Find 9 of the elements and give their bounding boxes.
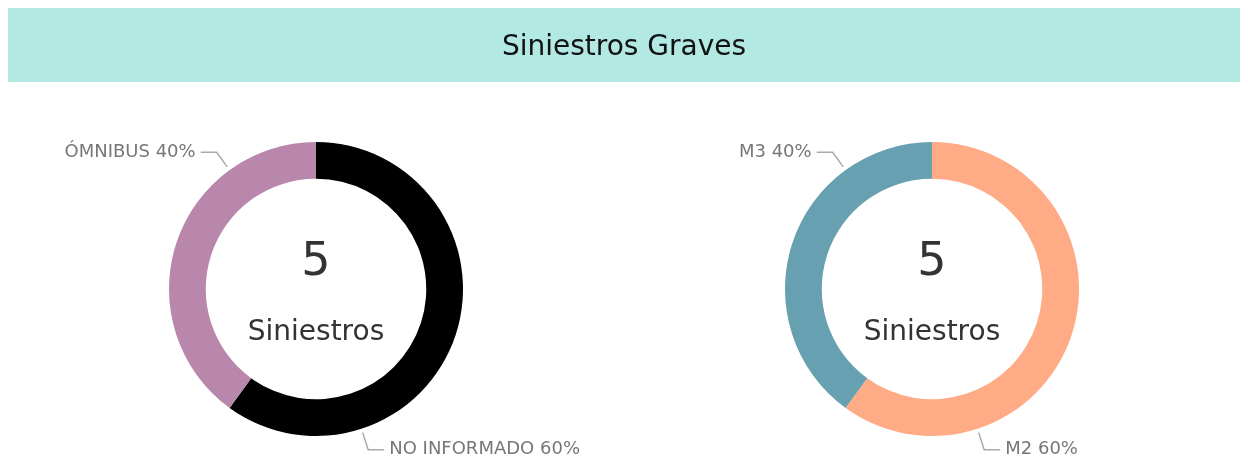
text: 5 — [917, 231, 947, 286]
text: Siniestros — [247, 314, 385, 348]
slice-label: NO INFORMADO 60% — [389, 437, 580, 459]
text: Siniestros — [863, 314, 1001, 348]
slice-label: M3 40% — [738, 139, 812, 161]
slice-label: ÓMNIBUS 40% — [64, 139, 196, 161]
text: 5 — [301, 231, 331, 286]
chart-title: Siniestros Graves — [8, 8, 1240, 82]
slice-label: M2 60% — [1005, 437, 1078, 459]
